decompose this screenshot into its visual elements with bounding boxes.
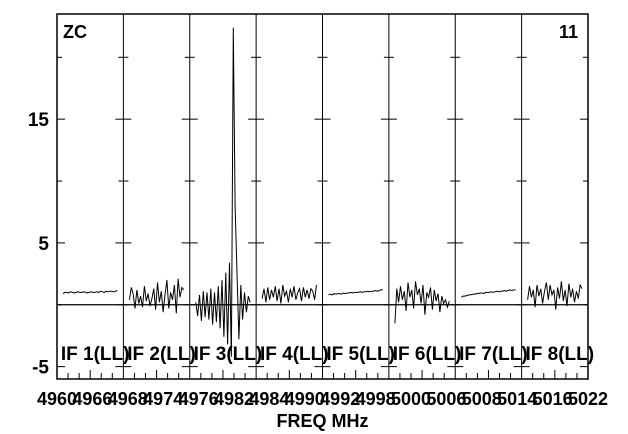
x-tick-label: 4974 [143, 389, 183, 409]
x-tick-label: 5008 [462, 389, 502, 409]
x-tick-label: 4984 [249, 389, 289, 409]
y-tick-label: 15 [28, 110, 50, 131]
x-tick-label: 4998 [356, 389, 396, 409]
x-tick-label: 4982 [214, 389, 254, 409]
x-tick-label: 5006 [426, 389, 466, 409]
x-tick-label: 4966 [72, 389, 112, 409]
series-label: IF 1(LL) [61, 344, 130, 365]
series-line [128, 278, 185, 314]
x-tick-label: 4990 [285, 389, 325, 409]
corner-label-right: 11 [559, 22, 578, 42]
x-tick-label: 4960 [37, 389, 77, 409]
series-label: IF 4(LL) [260, 344, 329, 365]
x-tick-label: 5014 [497, 389, 537, 409]
series-line [62, 290, 118, 295]
series-lines [62, 27, 583, 357]
x-tick-label: 4968 [108, 389, 148, 409]
series-label: IF 5(LL) [326, 344, 395, 365]
series-line [261, 284, 317, 304]
x-tick-label: 5000 [391, 389, 431, 409]
x-tick-label: 5016 [533, 389, 573, 409]
series-label: IF 8(LL) [526, 344, 595, 365]
axis-ticks [57, 56, 588, 379]
series-line [461, 289, 516, 298]
x-tick-label: 4976 [179, 389, 219, 409]
series-label: IF 7(LL) [459, 344, 528, 365]
y-tick-label: -5 [32, 358, 49, 379]
x-tick-label: 4992 [320, 389, 360, 409]
plot-frame [56, 13, 589, 380]
series-label: IF 6(LL) [393, 344, 462, 365]
series-line [527, 281, 583, 310]
corner-label-left: ZC [63, 22, 87, 42]
series-label: IF 2(LL) [127, 344, 196, 365]
y-tick-label: 5 [38, 234, 49, 255]
panel-separators [122, 14, 523, 379]
series-line [328, 289, 383, 296]
series-label: IF 3(LL) [194, 344, 263, 365]
x-axis-label: FREQ MHz [277, 411, 369, 431]
series-line [394, 281, 450, 324]
series-line [195, 27, 251, 357]
x-tick-label: 5022 [568, 389, 608, 409]
